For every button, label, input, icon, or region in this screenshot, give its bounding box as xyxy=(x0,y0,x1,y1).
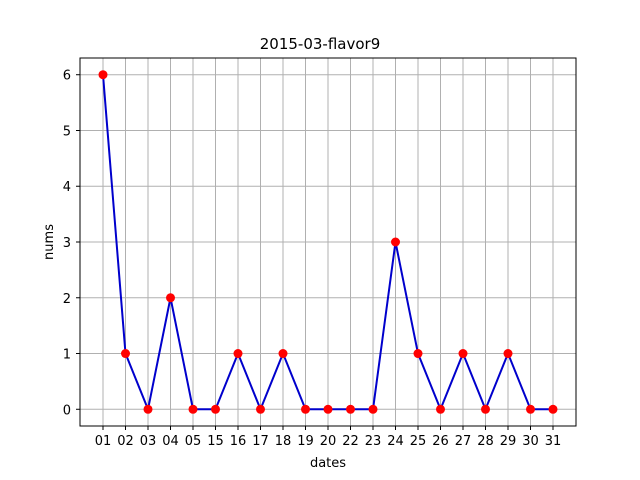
y-axis-ticks: 0 1 2 3 4 5 6 xyxy=(63,69,80,418)
x-tick-label: 16 xyxy=(230,434,247,449)
data-point xyxy=(391,237,400,247)
x-tick-label: 03 xyxy=(140,434,157,449)
x-axis-label: dates xyxy=(310,456,346,471)
data-point xyxy=(346,404,355,414)
x-tick-label: 31 xyxy=(545,434,562,449)
x-tick-label: 02 xyxy=(117,434,134,449)
x-tick-label: 30 xyxy=(522,434,539,449)
data-point xyxy=(481,404,490,414)
x-tick-label: 29 xyxy=(500,434,517,449)
y-tick-label: 5 xyxy=(63,124,71,139)
data-point xyxy=(301,404,310,414)
y-tick-label: 0 xyxy=(63,403,71,418)
data-point xyxy=(188,404,198,414)
y-tick-label: 2 xyxy=(63,292,71,307)
data-point xyxy=(278,349,288,359)
x-tick-label: 28 xyxy=(477,434,494,449)
x-tick-label: 27 xyxy=(455,434,472,449)
x-tick-label: 01 xyxy=(95,434,112,449)
data-point xyxy=(548,404,558,414)
x-tick-label: 18 xyxy=(275,434,292,449)
data-point xyxy=(166,293,175,303)
chart-title: 2015-03-flavor9 xyxy=(260,35,381,53)
x-tick-label: 17 xyxy=(252,434,269,449)
x-tick-label: 23 xyxy=(365,434,382,449)
data-point xyxy=(368,404,378,414)
data-point xyxy=(323,404,333,414)
x-tick-label: 15 xyxy=(207,434,224,449)
y-tick-label: 4 xyxy=(63,180,71,195)
x-tick-label: 05 xyxy=(185,434,202,449)
data-point xyxy=(98,70,108,80)
data-point xyxy=(256,404,265,414)
data-point xyxy=(413,349,423,359)
data-point xyxy=(526,404,535,414)
data-point xyxy=(143,404,153,414)
data-point xyxy=(121,349,130,359)
y-tick-label: 6 xyxy=(63,69,71,84)
x-tick-label: 19 xyxy=(297,434,314,449)
x-tick-label: 24 xyxy=(387,434,404,449)
x-tick-label: 25 xyxy=(410,434,427,449)
data-point xyxy=(211,404,220,414)
x-tick-label: 20 xyxy=(320,434,337,449)
data-point xyxy=(233,349,243,359)
x-tick-label: 26 xyxy=(432,434,449,449)
series-layer xyxy=(98,70,558,414)
x-tick-label: 04 xyxy=(162,434,179,449)
data-point xyxy=(458,349,468,359)
y-tick-label: 3 xyxy=(63,236,71,251)
x-axis-ticks: 01 02 03 04 05 15 16 17 18 19 20 22 23 24 25 26 27 28 29 30… xyxy=(95,426,562,449)
y-tick-label: 1 xyxy=(63,348,71,363)
data-point xyxy=(503,349,513,359)
x-tick-label: 22 xyxy=(342,434,359,449)
data-point xyxy=(436,404,445,414)
y-axis-label: nums xyxy=(42,224,57,260)
